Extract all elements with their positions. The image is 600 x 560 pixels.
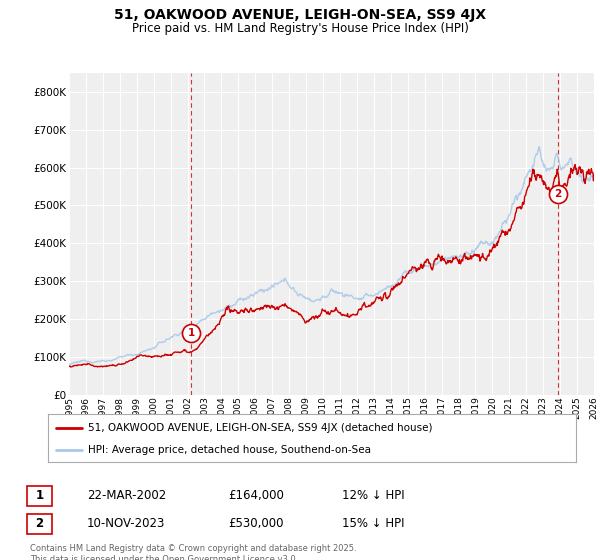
Text: HPI: Average price, detached house, Southend-on-Sea: HPI: Average price, detached house, Sout… — [88, 445, 371, 455]
Text: £530,000: £530,000 — [228, 517, 284, 530]
Text: Price paid vs. HM Land Registry's House Price Index (HPI): Price paid vs. HM Land Registry's House … — [131, 22, 469, 35]
Text: 10-NOV-2023: 10-NOV-2023 — [87, 517, 166, 530]
Text: 51, OAKWOOD AVENUE, LEIGH-ON-SEA, SS9 4JX: 51, OAKWOOD AVENUE, LEIGH-ON-SEA, SS9 4J… — [114, 8, 486, 22]
Text: 1: 1 — [187, 328, 195, 338]
Text: 2: 2 — [35, 517, 44, 530]
Text: 15% ↓ HPI: 15% ↓ HPI — [342, 517, 404, 530]
Text: £164,000: £164,000 — [228, 489, 284, 502]
Text: Contains HM Land Registry data © Crown copyright and database right 2025.
This d: Contains HM Land Registry data © Crown c… — [30, 544, 356, 560]
Text: 12% ↓ HPI: 12% ↓ HPI — [342, 489, 404, 502]
Text: 1: 1 — [35, 489, 44, 502]
Text: 2: 2 — [554, 189, 562, 199]
Text: 51, OAKWOOD AVENUE, LEIGH-ON-SEA, SS9 4JX (detached house): 51, OAKWOOD AVENUE, LEIGH-ON-SEA, SS9 4J… — [88, 423, 432, 433]
Text: 22-MAR-2002: 22-MAR-2002 — [87, 489, 166, 502]
